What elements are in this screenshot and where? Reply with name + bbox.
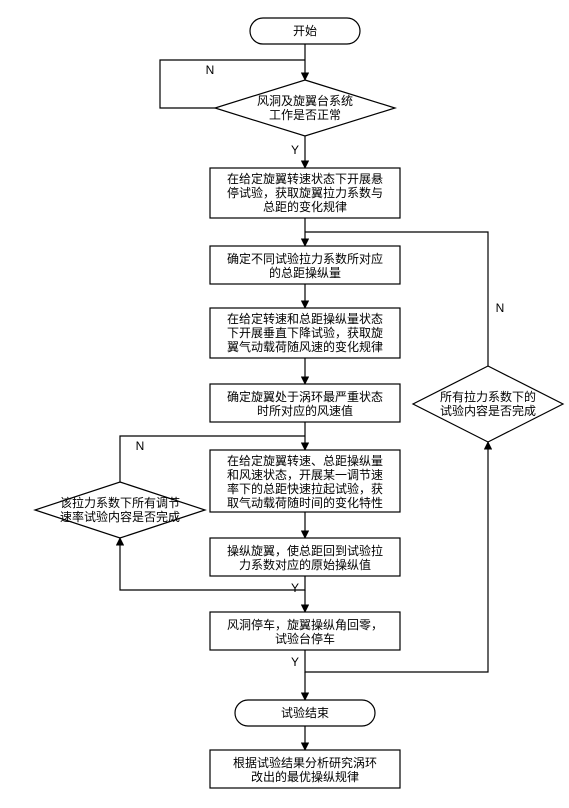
svg-text:率下的总距快速拉起试验，获: 率下的总距快速拉起试验，获 — [227, 481, 383, 496]
start-label: 开始 — [293, 24, 317, 38]
node-start: 开始 — [250, 18, 360, 44]
node-p4: 确定旋翼处于涡环最严重状态 时所对应的风速值 — [210, 384, 400, 422]
svg-text:试验台停车: 试验台停车 — [275, 631, 335, 646]
node-p1: 在给定旋翼转速状态下开展悬 停试验，获取旋翼拉力系数与 总距的变化规律 — [210, 168, 400, 218]
node-p6: 操纵旋翼，使总距回到试验拉 力系数对应的原始操纵值 — [210, 538, 400, 576]
label-left-yes: Y — [291, 581, 299, 595]
svg-text:总距的变化规律: 总距的变化规律 — [263, 199, 347, 214]
svg-text:风洞及旋翼台系统: 风洞及旋翼台系统 — [257, 93, 353, 108]
svg-text:下开展垂直下降试验，获取旋: 下开展垂直下降试验，获取旋 — [227, 325, 383, 340]
node-right-diamond: 所有拉力系数下的 试验内容是否完成 — [413, 366, 563, 442]
svg-text:所有拉力系数下的: 所有拉力系数下的 — [440, 389, 536, 404]
flowchart: 开始 风洞及旋翼台系统 工作是否正常 N Y 在给定旋翼转速状态下开展悬 停试验… — [10, 10, 569, 798]
svg-text:时所对应的风速值: 时所对应的风速值 — [257, 403, 353, 418]
svg-text:操纵旋翼，使总距回到试验拉: 操纵旋翼，使总距回到试验拉 — [227, 543, 383, 558]
svg-text:该拉力系数下所有调节: 该拉力系数下所有调节 — [60, 495, 180, 510]
svg-text:停试验，获取旋翼拉力系数与: 停试验，获取旋翼拉力系数与 — [227, 185, 383, 200]
label-left-no: N — [136, 439, 145, 453]
svg-text:在给定旋翼转速、总距操纵量: 在给定旋翼转速、总距操纵量 — [227, 453, 383, 468]
svg-text:试验内容是否完成: 试验内容是否完成 — [440, 403, 536, 418]
svg-text:速率试验内容是否完成: 速率试验内容是否完成 — [60, 509, 180, 524]
svg-text:在给定转速和总距操纵量状态: 在给定转速和总距操纵量状态 — [227, 311, 383, 326]
node-end: 试验结束 — [235, 700, 375, 726]
svg-text:工作是否正常: 工作是否正常 — [269, 108, 341, 122]
svg-text:在给定旋翼转速状态下开展悬: 在给定旋翼转速状态下开展悬 — [227, 171, 383, 186]
label-check-no: N — [206, 63, 215, 77]
label-check-yes: Y — [291, 143, 299, 157]
svg-text:根据试验结果分析研究涡环: 根据试验结果分析研究涡环 — [233, 755, 377, 770]
svg-text:的总距操纵量: 的总距操纵量 — [269, 265, 341, 280]
svg-text:翼气动载荷随风速的变化规律: 翼气动载荷随风速的变化规律 — [227, 339, 383, 354]
node-p5: 在给定旋翼转速、总距操纵量 和风速状态，开展某一调节速 率下的总距快速拉起试验，… — [210, 450, 400, 512]
svg-text:和风速状态，开展某一调节速: 和风速状态，开展某一调节速 — [227, 468, 383, 482]
svg-text:改出的最优操纵规律: 改出的最优操纵规律 — [251, 769, 359, 784]
node-check: 风洞及旋翼台系统 工作是否正常 — [215, 80, 395, 136]
node-p2: 确定不同试验拉力系数所对应 的总距操纵量 — [210, 246, 400, 284]
node-left-diamond: 该拉力系数下所有调节 速率试验内容是否完成 — [35, 482, 205, 538]
svg-text:确定不同试验拉力系数所对应: 确定不同试验拉力系数所对应 — [227, 251, 383, 266]
svg-text:确定旋翼处于涡环最严重状态: 确定旋翼处于涡环最严重状态 — [227, 389, 383, 404]
node-p7: 风洞停车，旋翼操纵角回零， 试验台停车 — [210, 612, 400, 650]
label-right-yes: Y — [291, 655, 299, 669]
label-right-no: N — [496, 301, 505, 315]
node-p3: 在给定转速和总距操纵量状态 下开展垂直下降试验，获取旋 翼气动载荷随风速的变化规… — [210, 308, 400, 358]
end-label: 试验结束 — [281, 705, 329, 720]
svg-text:风洞停车，旋翼操纵角回零，: 风洞停车，旋翼操纵角回零， — [227, 617, 383, 632]
node-final: 根据试验结果分析研究涡环 改出的最优操纵规律 — [210, 750, 400, 788]
svg-text:力系数对应的原始操纵值: 力系数对应的原始操纵值 — [239, 557, 371, 572]
svg-text:取气动载荷随时间的变化特性: 取气动载荷随时间的变化特性 — [227, 495, 383, 510]
